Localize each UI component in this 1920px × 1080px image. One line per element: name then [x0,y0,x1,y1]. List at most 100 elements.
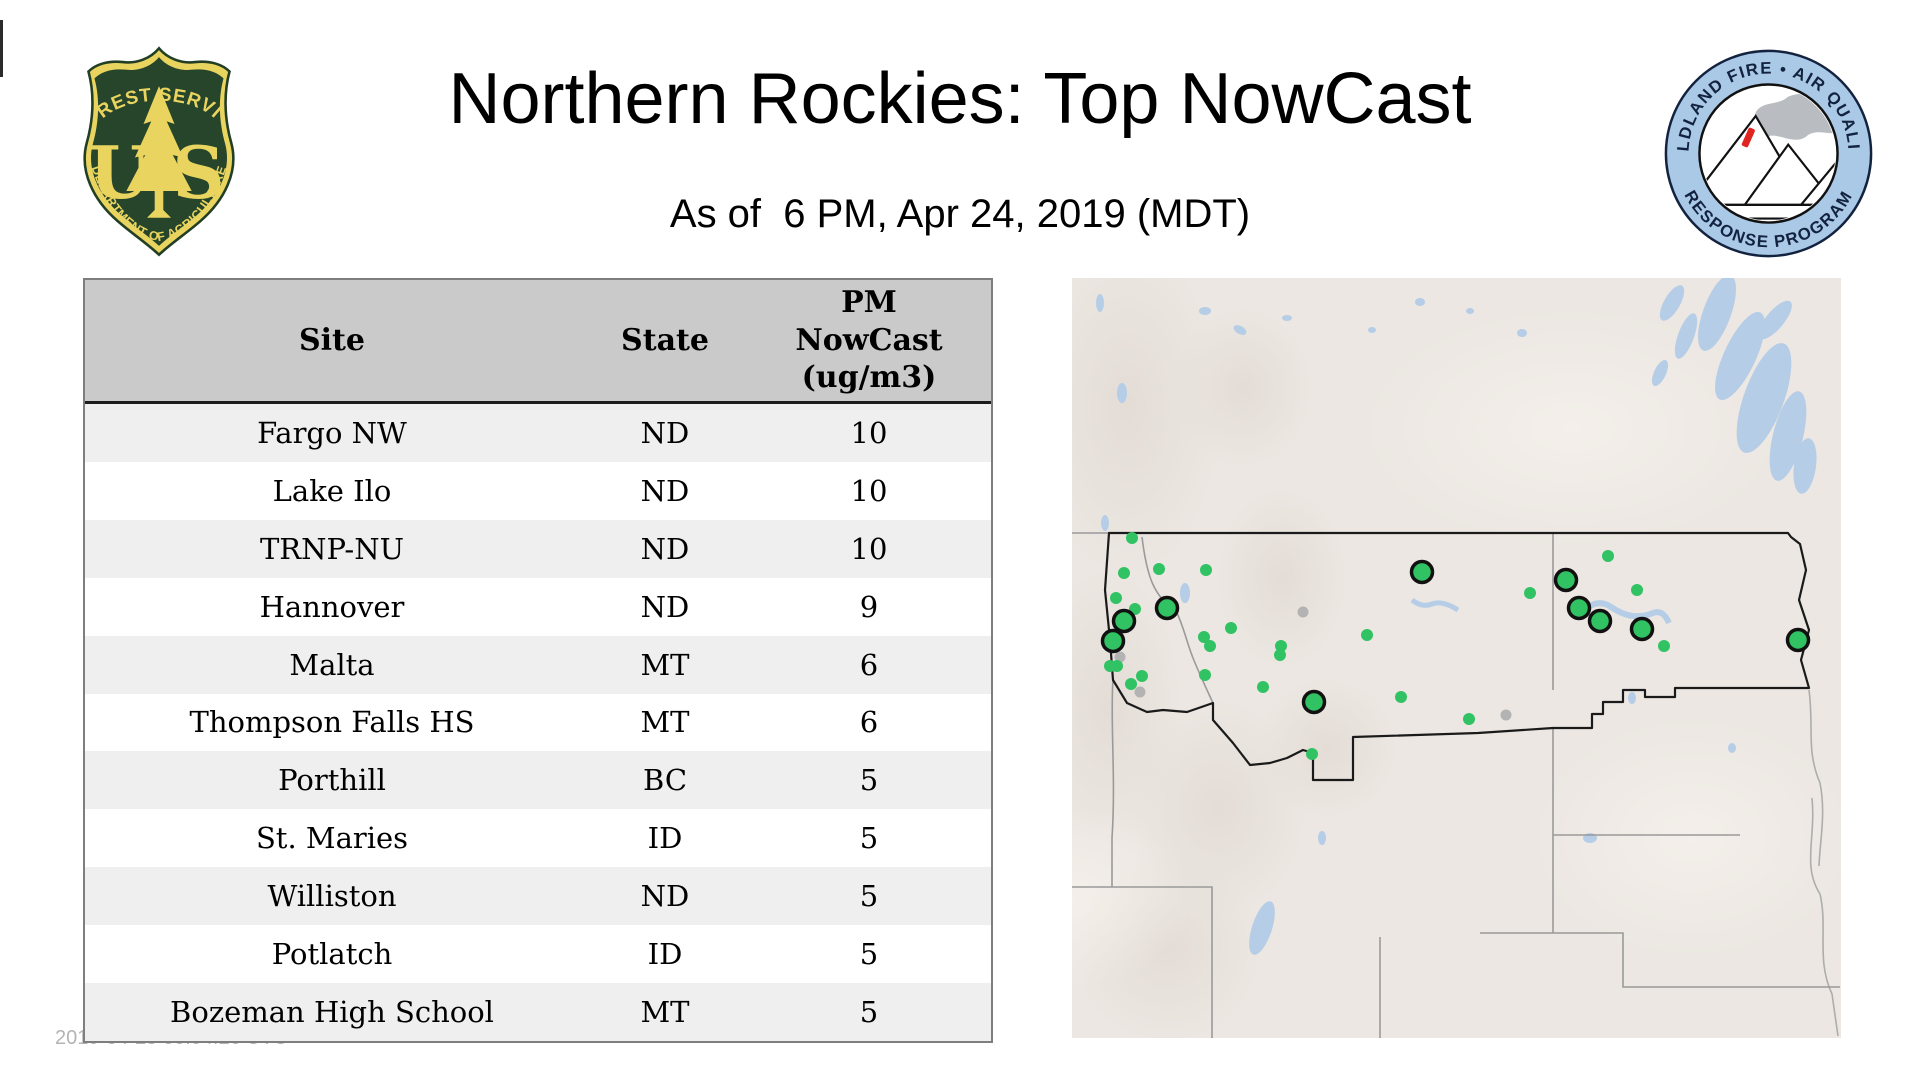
monitor-dot-small [1524,587,1536,599]
monitor-dot-small [1118,567,1130,579]
monitor-dot-small [1136,670,1148,682]
state-borders [1072,532,1840,1038]
monitor-dot-inactive [1500,709,1512,721]
wildland-fire-air-quality-logo: WILDLAND FIRE • AIR QUALITY RESPONSE PRO… [1660,45,1873,258]
monitor-dot-small [1602,550,1614,562]
cell-state: ID [647,821,683,856]
table-row: Malta MT 6 [85,635,991,694]
monitor-dot-top-site [1785,627,1811,653]
page-title: Northern Rockies: Top NowCast [448,59,1472,139]
table-body: Fargo NW ND 10 Lake Ilo ND 10 TRNP-NU ND 10 Hanno… [85,404,991,1041]
cell-value: 6 [859,705,879,740]
cell-site: Potlatch [271,937,393,972]
cell-value: 5 [859,879,879,914]
terrain-shading [1072,278,1841,1038]
monitor-dot-small [1274,649,1286,661]
monitor-dots [1100,532,1811,760]
cell-value: 10 [850,531,888,566]
monitor-map [1072,278,1841,1038]
cell-value: 9 [859,589,879,624]
cell-site: Porthill [278,763,386,798]
monitor-dot-small [1463,713,1475,725]
monitor-dot-small [1125,678,1137,690]
monitor-dot-top-site [1409,559,1435,585]
monitor-dot-top-site [1111,608,1137,634]
cell-value: 5 [859,821,879,856]
cell-state: MT [640,995,690,1030]
fire-mark-icon [1741,127,1755,148]
cell-site: Hannover [259,589,405,624]
cell-state: ND [640,415,690,450]
cell-value: 5 [859,995,879,1030]
monitor-dot-small [1199,669,1211,681]
cell-site: TRNP-NU [259,531,405,566]
column-header-pm-nowcast: PM NowCast (ug/m3) [795,285,943,396]
monitor-dot-small [1631,584,1643,596]
cell-site: Thompson Falls HS [189,705,475,740]
cell-state: ND [640,473,690,508]
cell-value: 10 [850,415,888,450]
monitor-dot-top-site [1587,608,1613,634]
monitor-dot-small [1153,563,1165,575]
page-subtitle: As of 6 PM, Apr 24, 2019 (MDT) [669,192,1251,236]
cell-value: 10 [850,473,888,508]
monitor-dot-small [1111,660,1123,672]
column-header-state: State [621,322,709,358]
monitor-dot-small [1306,748,1318,760]
table-row: Fargo NW ND 10 [85,404,991,462]
monitor-dot-small [1198,631,1210,643]
monitor-dot-small [1110,592,1122,604]
nowcast-table: Site State PM NowCast (ug/m3) Fargo NW ND… [83,278,993,1043]
table-row: Porthill BC 5 [85,751,991,810]
monitor-dot-inactive [1114,651,1126,663]
monitor-dot-top-site [1154,595,1180,621]
monitor-dot-small [1395,691,1407,703]
table-row: Hannover ND 9 [85,577,991,636]
cell-site: Malta [289,647,375,682]
cell-value: 5 [859,763,879,798]
cell-site: St. Maries [255,821,409,856]
monitor-dot-top-site [1553,567,1579,593]
cell-site: Fargo NW [257,415,407,450]
cell-state: BC [642,763,688,798]
edge-artifact-mark [0,20,3,77]
cell-state: MT [640,647,690,682]
table-row: Bozeman High School MT 5 [85,983,991,1041]
cell-state: ID [647,937,683,972]
cell-value: 6 [859,647,879,682]
table-header-row: Site State PM NowCast (ug/m3) [85,280,991,404]
monitor-dot-small [1200,564,1212,576]
monitor-dot-inactive [1134,686,1146,698]
monitor-dot-small [1658,640,1670,652]
monitor-dot-small [1225,622,1237,634]
monitor-dot-top-site [1301,689,1327,715]
column-header-site: Site [298,322,365,358]
cell-site: Lake Ilo [272,473,392,508]
cell-site: Bozeman High School [170,995,494,1030]
rivers [1808,689,1839,1037]
monitor-dot-top-site [1566,595,1592,621]
monitor-dot-top-site [1100,628,1126,654]
monitor-dot-small [1126,532,1138,544]
table-row: St. Maries ID 5 [85,809,991,868]
lakes [1096,278,1817,955]
cell-state: MT [640,705,690,740]
monitor-dot-small [1204,640,1216,652]
table-row: Potlatch ID 5 [85,925,991,984]
table-row: Williston ND 5 [85,867,991,926]
cell-value: 5 [859,937,879,972]
monitor-dot-small [1361,629,1373,641]
cell-state: ND [640,879,690,914]
pine-tree-icon [126,86,192,218]
monitor-dot-small [1275,640,1287,652]
table-row: Thompson Falls HS MT 6 [85,693,991,752]
forest-service-logo: FOREST SERVICE U S DEPARTMENT OF AGRICUL… [73,43,235,257]
table-row: Lake Ilo ND 10 [85,461,991,520]
table-row: TRNP-NU ND 10 [85,519,991,578]
cell-site: Williston [267,879,397,914]
monitor-dot-inactive [1297,606,1309,618]
monitor-dot-top-site [1629,616,1655,642]
cell-state: ND [640,531,690,566]
monitor-dot-small [1257,681,1269,693]
